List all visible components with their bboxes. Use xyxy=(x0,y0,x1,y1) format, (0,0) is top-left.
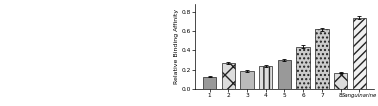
Bar xyxy=(278,60,291,89)
Y-axis label: Relative Binding Affinity: Relative Binding Affinity xyxy=(174,9,179,84)
Bar xyxy=(353,18,366,89)
Bar xyxy=(334,73,347,89)
Bar xyxy=(203,77,216,89)
Bar xyxy=(296,47,310,89)
Bar xyxy=(222,63,235,89)
Bar xyxy=(315,29,328,89)
Bar xyxy=(259,66,273,89)
Bar xyxy=(240,71,254,89)
